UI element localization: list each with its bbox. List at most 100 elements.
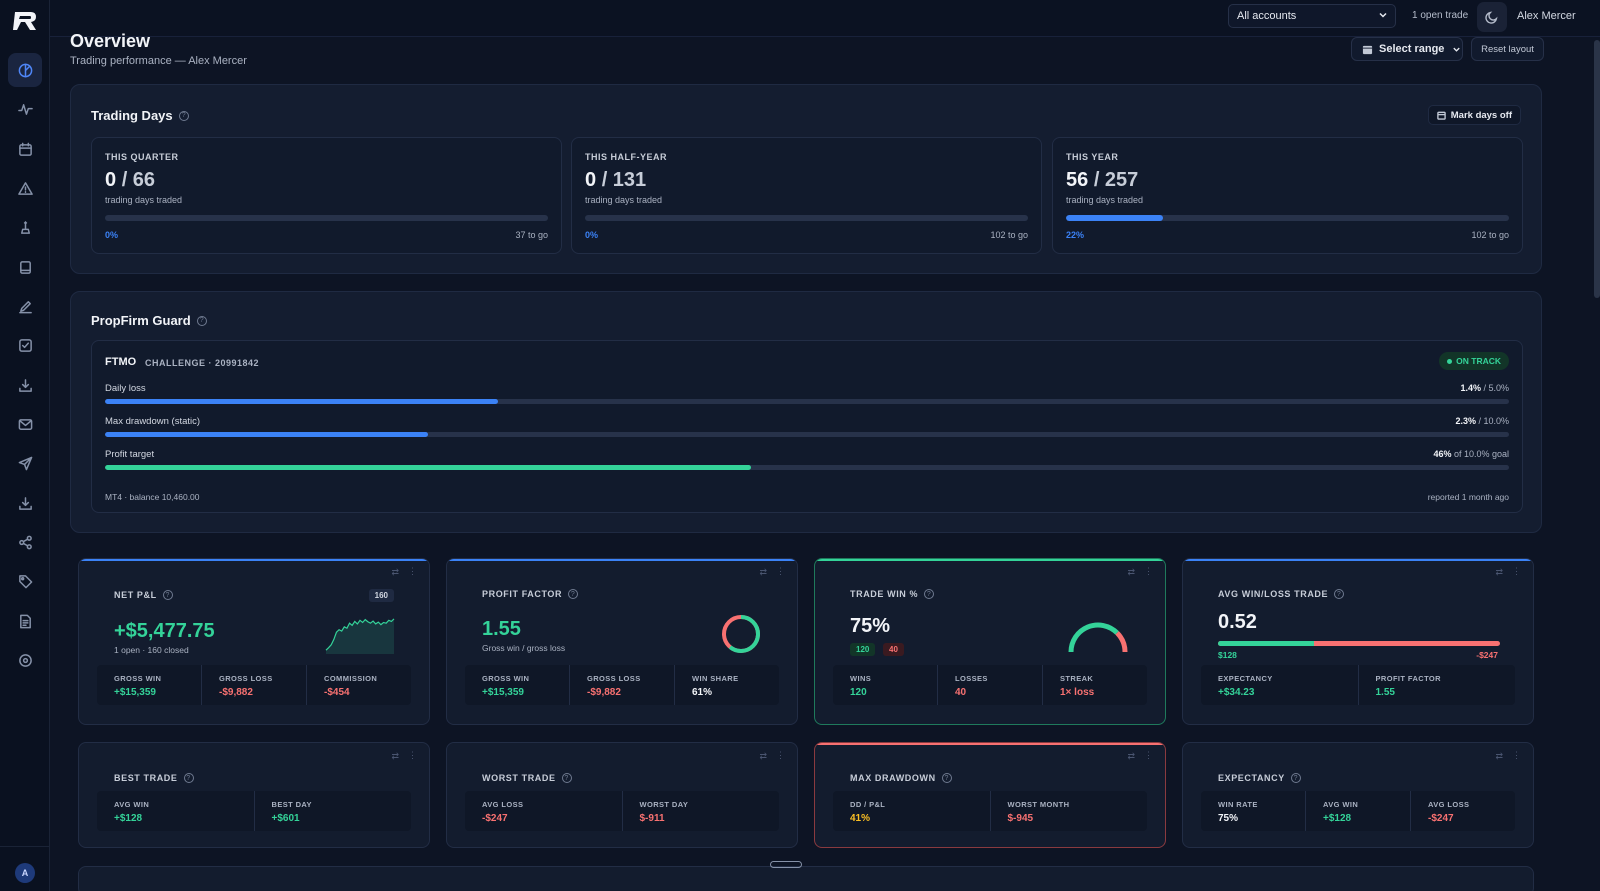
import-icon bbox=[18, 378, 32, 392]
worst-trade-label: WORST TRADE? bbox=[482, 773, 572, 783]
avatar[interactable]: A bbox=[15, 863, 35, 883]
nav-mail[interactable] bbox=[8, 407, 42, 441]
avg-loss-amount: -$247 bbox=[1476, 650, 1498, 660]
nav-graph[interactable] bbox=[8, 210, 42, 244]
best-trade-card[interactable]: ⇄ ⋮ BEST TRADE? AVG WIN +$128 BEST DAY +$6… bbox=[78, 742, 430, 848]
propfirm-guard-title: PropFirm Guard ? bbox=[91, 313, 207, 328]
nav-send[interactable] bbox=[8, 446, 42, 480]
worst-trade-card[interactable]: ⇄ ⋮ WORST TRADE? AVG LOSS -$247 WORST DAY… bbox=[446, 742, 798, 848]
nav-activity[interactable] bbox=[8, 92, 42, 126]
help-icon[interactable]: ? bbox=[941, 773, 952, 783]
help-icon[interactable]: ? bbox=[924, 589, 935, 599]
help-icon[interactable]: ? bbox=[1334, 589, 1345, 599]
profit-factor-card[interactable]: ⇄ ⋮ PROFIT FACTOR? 1.55 Gross win / gros… bbox=[446, 558, 798, 725]
days-to-go: 102 to go bbox=[1471, 230, 1509, 240]
avg-loss-cell: AVG LOSS -$247 bbox=[1410, 791, 1515, 831]
win-loss-ratio-bar bbox=[1218, 641, 1500, 646]
activity-icon bbox=[17, 103, 33, 115]
nav-overview[interactable] bbox=[8, 53, 42, 87]
gross-win-cell: GROSS WIN +$15,359 bbox=[482, 674, 530, 698]
nav-calendar[interactable] bbox=[8, 132, 42, 166]
profit-factor-breakdown: GROSS WIN +$15,359 GROSS LOSS -$9,882 WIN … bbox=[465, 665, 779, 705]
commission-cell: COMMISSION -$454 bbox=[306, 665, 411, 705]
sidebar-divider bbox=[0, 846, 50, 847]
help-icon[interactable]: ? bbox=[162, 590, 173, 600]
losses-pill: 40 bbox=[883, 643, 904, 656]
scrollbar-thumb[interactable] bbox=[1594, 40, 1600, 298]
progress-percent: 0% bbox=[585, 230, 599, 240]
drag-handle-icon[interactable]: ⋮ bbox=[408, 566, 417, 576]
help-icon[interactable]: ? bbox=[561, 773, 572, 783]
user-menu[interactable]: Alex Mercer bbox=[1517, 10, 1576, 22]
download-icon bbox=[18, 496, 32, 510]
swap-icon[interactable]: ⇄ bbox=[1127, 751, 1135, 761]
swap-icon[interactable]: ⇄ bbox=[759, 567, 767, 577]
nav-share[interactable] bbox=[8, 525, 42, 559]
gauge-win-arc bbox=[1068, 622, 1119, 653]
avg-win-cell: AVG WIN +$128 bbox=[114, 800, 150, 824]
journal-icon bbox=[19, 260, 31, 274]
calendar-icon bbox=[1436, 111, 1446, 120]
help-icon[interactable]: ? bbox=[178, 110, 189, 121]
card-label: THIS YEAR bbox=[1066, 152, 1119, 162]
swap-icon[interactable]: ⇄ bbox=[759, 751, 767, 761]
app-logo[interactable] bbox=[13, 10, 37, 32]
nav-notes[interactable] bbox=[8, 289, 42, 323]
drag-handle-icon[interactable]: ⋮ bbox=[776, 566, 785, 576]
drag-handle-icon[interactable]: ⋮ bbox=[408, 750, 417, 760]
nav-reports[interactable] bbox=[8, 604, 42, 638]
nav-tags[interactable] bbox=[8, 564, 42, 598]
help-icon[interactable]: ? bbox=[183, 773, 194, 783]
swap-icon[interactable]: ⇄ bbox=[1495, 751, 1503, 761]
topbar: All accounts 1 open trade Alex Mercer bbox=[50, 0, 1600, 37]
nav-alerts[interactable] bbox=[8, 171, 42, 205]
nav-import[interactable] bbox=[8, 368, 42, 402]
nav-settings[interactable] bbox=[8, 643, 42, 677]
progress-bar bbox=[105, 215, 548, 221]
swap-icon[interactable]: ⇄ bbox=[391, 751, 399, 761]
account-select[interactable]: All accounts bbox=[1228, 4, 1396, 28]
daily-loss-value: 1.4% / 5.0% bbox=[1460, 383, 1509, 393]
max-drawdown-value: 2.3% / 10.0% bbox=[1455, 416, 1509, 426]
profit-factor-caption: Gross win / gross loss bbox=[482, 643, 566, 653]
page-title: Overview bbox=[70, 31, 151, 51]
expectancy-card[interactable]: ⇄ ⋮ EXPECTANCY? WIN RATE 75% AVG WIN +$128… bbox=[1182, 742, 1534, 848]
gross-loss-cell: GROSS LOSS -$9,882 bbox=[569, 665, 674, 705]
resize-handle[interactable] bbox=[770, 861, 802, 868]
swap-icon[interactable]: ⇄ bbox=[391, 567, 399, 577]
drag-handle-icon[interactable]: ⋮ bbox=[1144, 566, 1153, 576]
nav-download[interactable] bbox=[8, 486, 42, 520]
mark-days-off-button[interactable]: Mark days off bbox=[1427, 105, 1521, 125]
win-share-cell: WIN SHARE 61% bbox=[674, 665, 779, 705]
select-range-button[interactable]: Select range bbox=[1351, 37, 1463, 61]
avg-win-loss-value: 0.52 bbox=[1218, 611, 1257, 633]
profit-factor-value: 1.55 bbox=[482, 618, 521, 640]
expectancy-cell: EXPECTANCY +$34.23 bbox=[1218, 674, 1273, 698]
swap-icon[interactable]: ⇄ bbox=[1127, 567, 1135, 577]
drag-handle-icon[interactable]: ⋮ bbox=[1512, 750, 1521, 760]
open-trade-indicator[interactable]: 1 open trade bbox=[1412, 10, 1469, 21]
drag-handle-icon[interactable]: ⋮ bbox=[1512, 566, 1521, 576]
theme-toggle-button[interactable] bbox=[1477, 2, 1507, 32]
swap-icon[interactable]: ⇄ bbox=[1495, 567, 1503, 577]
chevron-down-icon bbox=[1379, 12, 1387, 18]
card-caption: trading days traded bbox=[105, 195, 183, 205]
nav-checklist[interactable] bbox=[8, 328, 42, 362]
help-icon[interactable]: ? bbox=[1290, 773, 1301, 783]
nav-journal[interactable] bbox=[8, 250, 42, 284]
help-icon[interactable]: ? bbox=[196, 315, 207, 326]
alert-icon bbox=[17, 181, 33, 195]
sparkline-area bbox=[326, 618, 394, 654]
net-pnl-value: +$5,477.75 bbox=[114, 620, 215, 642]
help-icon[interactable]: ? bbox=[568, 589, 579, 599]
max-drawdown-card[interactable]: ⇄ ⋮ MAX DRAWDOWN? DD / P&L 41% WORST MONT… bbox=[814, 742, 1166, 848]
reset-layout-button[interactable]: Reset layout bbox=[1471, 37, 1544, 61]
net-pnl-card[interactable]: ⇄ ⋮ NET P&L? 160 +$5,477.75 1 open · 160… bbox=[78, 558, 430, 725]
drag-handle-icon[interactable]: ⋮ bbox=[776, 750, 785, 760]
trade-win-card[interactable]: ⇄ ⋮ TRADE WIN %? 75% 120 40 WINS 120 LOSS… bbox=[814, 558, 1166, 725]
avg-win-loss-card[interactable]: ⇄ ⋮ AVG WIN/LOSS TRADE? 0.52 $128 -$247 … bbox=[1182, 558, 1534, 725]
progress-bar bbox=[585, 215, 1028, 221]
drag-handle-icon[interactable]: ⋮ bbox=[1144, 750, 1153, 760]
profit-target-value: 46% of 10.0% goal bbox=[1433, 449, 1509, 459]
trade-win-breakdown: WINS 120 LOSSES 40 STREAK 1× loss bbox=[833, 665, 1147, 705]
